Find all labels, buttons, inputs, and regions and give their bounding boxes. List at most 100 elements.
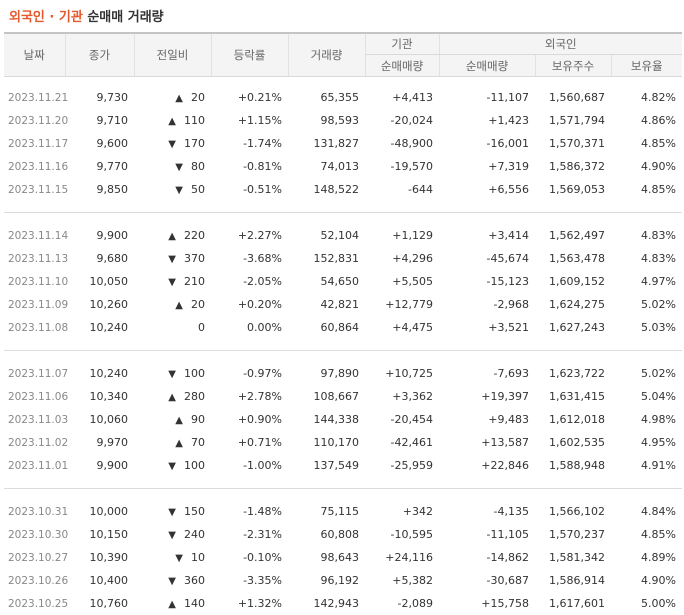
- title-separator: ·: [45, 10, 59, 25]
- volume-cell: 110,170: [288, 431, 365, 454]
- close-cell: 10,050: [65, 270, 134, 293]
- change-cell: ▼100: [134, 454, 211, 477]
- spacer-row: [4, 77, 682, 87]
- inst-net-cell: -48,900: [365, 132, 439, 155]
- frgn-ratio-cell: 4.83%: [611, 247, 682, 270]
- frgn-hold-cell: 1,624,275: [535, 293, 611, 316]
- change-value: 100: [184, 459, 205, 472]
- date-cell: 2023.11.17: [4, 132, 65, 155]
- date-cell: 2023.11.10: [4, 270, 65, 293]
- header-frgn-ratio: 보유율: [611, 55, 682, 77]
- triangle-down-icon: ▼: [168, 576, 176, 587]
- close-cell: 10,760: [65, 592, 134, 615]
- close-cell: 9,710: [65, 109, 134, 132]
- change-cell: ▼80: [134, 155, 211, 178]
- inst-net-cell: +10,725: [365, 362, 439, 385]
- volume-cell: 60,808: [288, 523, 365, 546]
- volume-cell: 52,104: [288, 224, 365, 247]
- frgn-hold-cell: 1,570,237: [535, 523, 611, 546]
- volume-cell: 96,192: [288, 569, 365, 592]
- frgn-hold-cell: 1,623,722: [535, 362, 611, 385]
- close-cell: 10,240: [65, 362, 134, 385]
- change-cell: ▲90: [134, 408, 211, 431]
- volume-cell: 98,593: [288, 109, 365, 132]
- frgn-ratio-cell: 4.89%: [611, 546, 682, 569]
- frgn-ratio-cell: 5.03%: [611, 316, 682, 339]
- change-cell: ▲20: [134, 293, 211, 316]
- inst-net-cell: +3,362: [365, 385, 439, 408]
- rate-cell: +1.32%: [211, 592, 288, 615]
- date-cell: 2023.11.15: [4, 178, 65, 201]
- triangle-up-icon: ▲: [168, 231, 176, 242]
- group-separator: [4, 477, 682, 489]
- volume-cell: 137,549: [288, 454, 365, 477]
- date-cell: 2023.10.30: [4, 523, 65, 546]
- change-value: 20: [191, 298, 205, 311]
- volume-cell: 131,827: [288, 132, 365, 155]
- trading-table: 날짜 종가 전일비 등락률 거래량 기관 외국인 순매매량 순매매량 보유주수 …: [4, 32, 682, 615]
- change-cell: ▲220: [134, 224, 211, 247]
- frgn-hold-cell: 1,560,687: [535, 86, 611, 109]
- frgn-ratio-cell: 4.82%: [611, 86, 682, 109]
- inst-net-cell: +4,413: [365, 86, 439, 109]
- volume-cell: 75,115: [288, 500, 365, 523]
- header-frgn-net: 순매매량: [439, 55, 535, 77]
- change-cell: ▲20: [134, 86, 211, 109]
- triangle-down-icon: ▼: [168, 369, 176, 380]
- change-value: 100: [184, 367, 205, 380]
- change-cell: ▼ 100: [134, 362, 211, 385]
- change-value: 150: [184, 505, 205, 518]
- close-cell: 9,770: [65, 155, 134, 178]
- volume-cell: 74,013: [288, 155, 365, 178]
- close-cell: 9,730: [65, 86, 134, 109]
- frgn-hold-cell: 1,569,053: [535, 178, 611, 201]
- header-change: 전일비: [134, 33, 211, 77]
- frgn-hold-cell: 1,571,794: [535, 109, 611, 132]
- header-close: 종가: [65, 33, 134, 77]
- close-cell: 9,680: [65, 247, 134, 270]
- frgn-ratio-cell: 4.83%: [611, 224, 682, 247]
- change-cell: ▼ 360: [134, 569, 211, 592]
- frgn-net-cell: -7,693: [439, 362, 535, 385]
- frgn-net-cell: -14,862: [439, 546, 535, 569]
- change-cell: ▼10: [134, 546, 211, 569]
- inst-net-cell: +24,116: [365, 546, 439, 569]
- rate-cell: +0.21%: [211, 86, 288, 109]
- volume-cell: 65,355: [288, 86, 365, 109]
- frgn-net-cell: +1,423: [439, 109, 535, 132]
- triangle-down-icon: ▼: [175, 185, 183, 196]
- change-value: 170: [184, 137, 205, 150]
- close-cell: 9,900: [65, 224, 134, 247]
- frgn-hold-cell: 1,562,497: [535, 224, 611, 247]
- frgn-ratio-cell: 4.98%: [611, 408, 682, 431]
- frgn-hold-cell: 1,586,372: [535, 155, 611, 178]
- close-cell: 10,060: [65, 408, 134, 431]
- change-cell: ▼210: [134, 270, 211, 293]
- inst-net-cell: -20,454: [365, 408, 439, 431]
- close-cell: 10,260: [65, 293, 134, 316]
- close-cell: 10,390: [65, 546, 134, 569]
- frgn-ratio-cell: 5.02%: [611, 362, 682, 385]
- title-net-volume: 순매매 거래량: [87, 10, 163, 25]
- volume-cell: 152,831: [288, 247, 365, 270]
- frgn-hold-cell: 1,581,342: [535, 546, 611, 569]
- frgn-ratio-cell: 4.85%: [611, 523, 682, 546]
- date-cell: 2023.11.07: [4, 362, 65, 385]
- inst-net-cell: +12,779: [365, 293, 439, 316]
- triangle-up-icon: ▲: [168, 116, 176, 127]
- frgn-net-cell: +22,846: [439, 454, 535, 477]
- group-separator: [4, 201, 682, 213]
- triangle-up-icon: ▲: [168, 599, 176, 610]
- header-date: 날짜: [4, 33, 65, 77]
- volume-cell: 148,522: [288, 178, 365, 201]
- rate-cell: -2.31%: [211, 523, 288, 546]
- change-value: 280: [184, 390, 205, 403]
- change-value: 360: [184, 574, 205, 587]
- inst-net-cell: -25,959: [365, 454, 439, 477]
- frgn-hold-cell: 1,586,914: [535, 569, 611, 592]
